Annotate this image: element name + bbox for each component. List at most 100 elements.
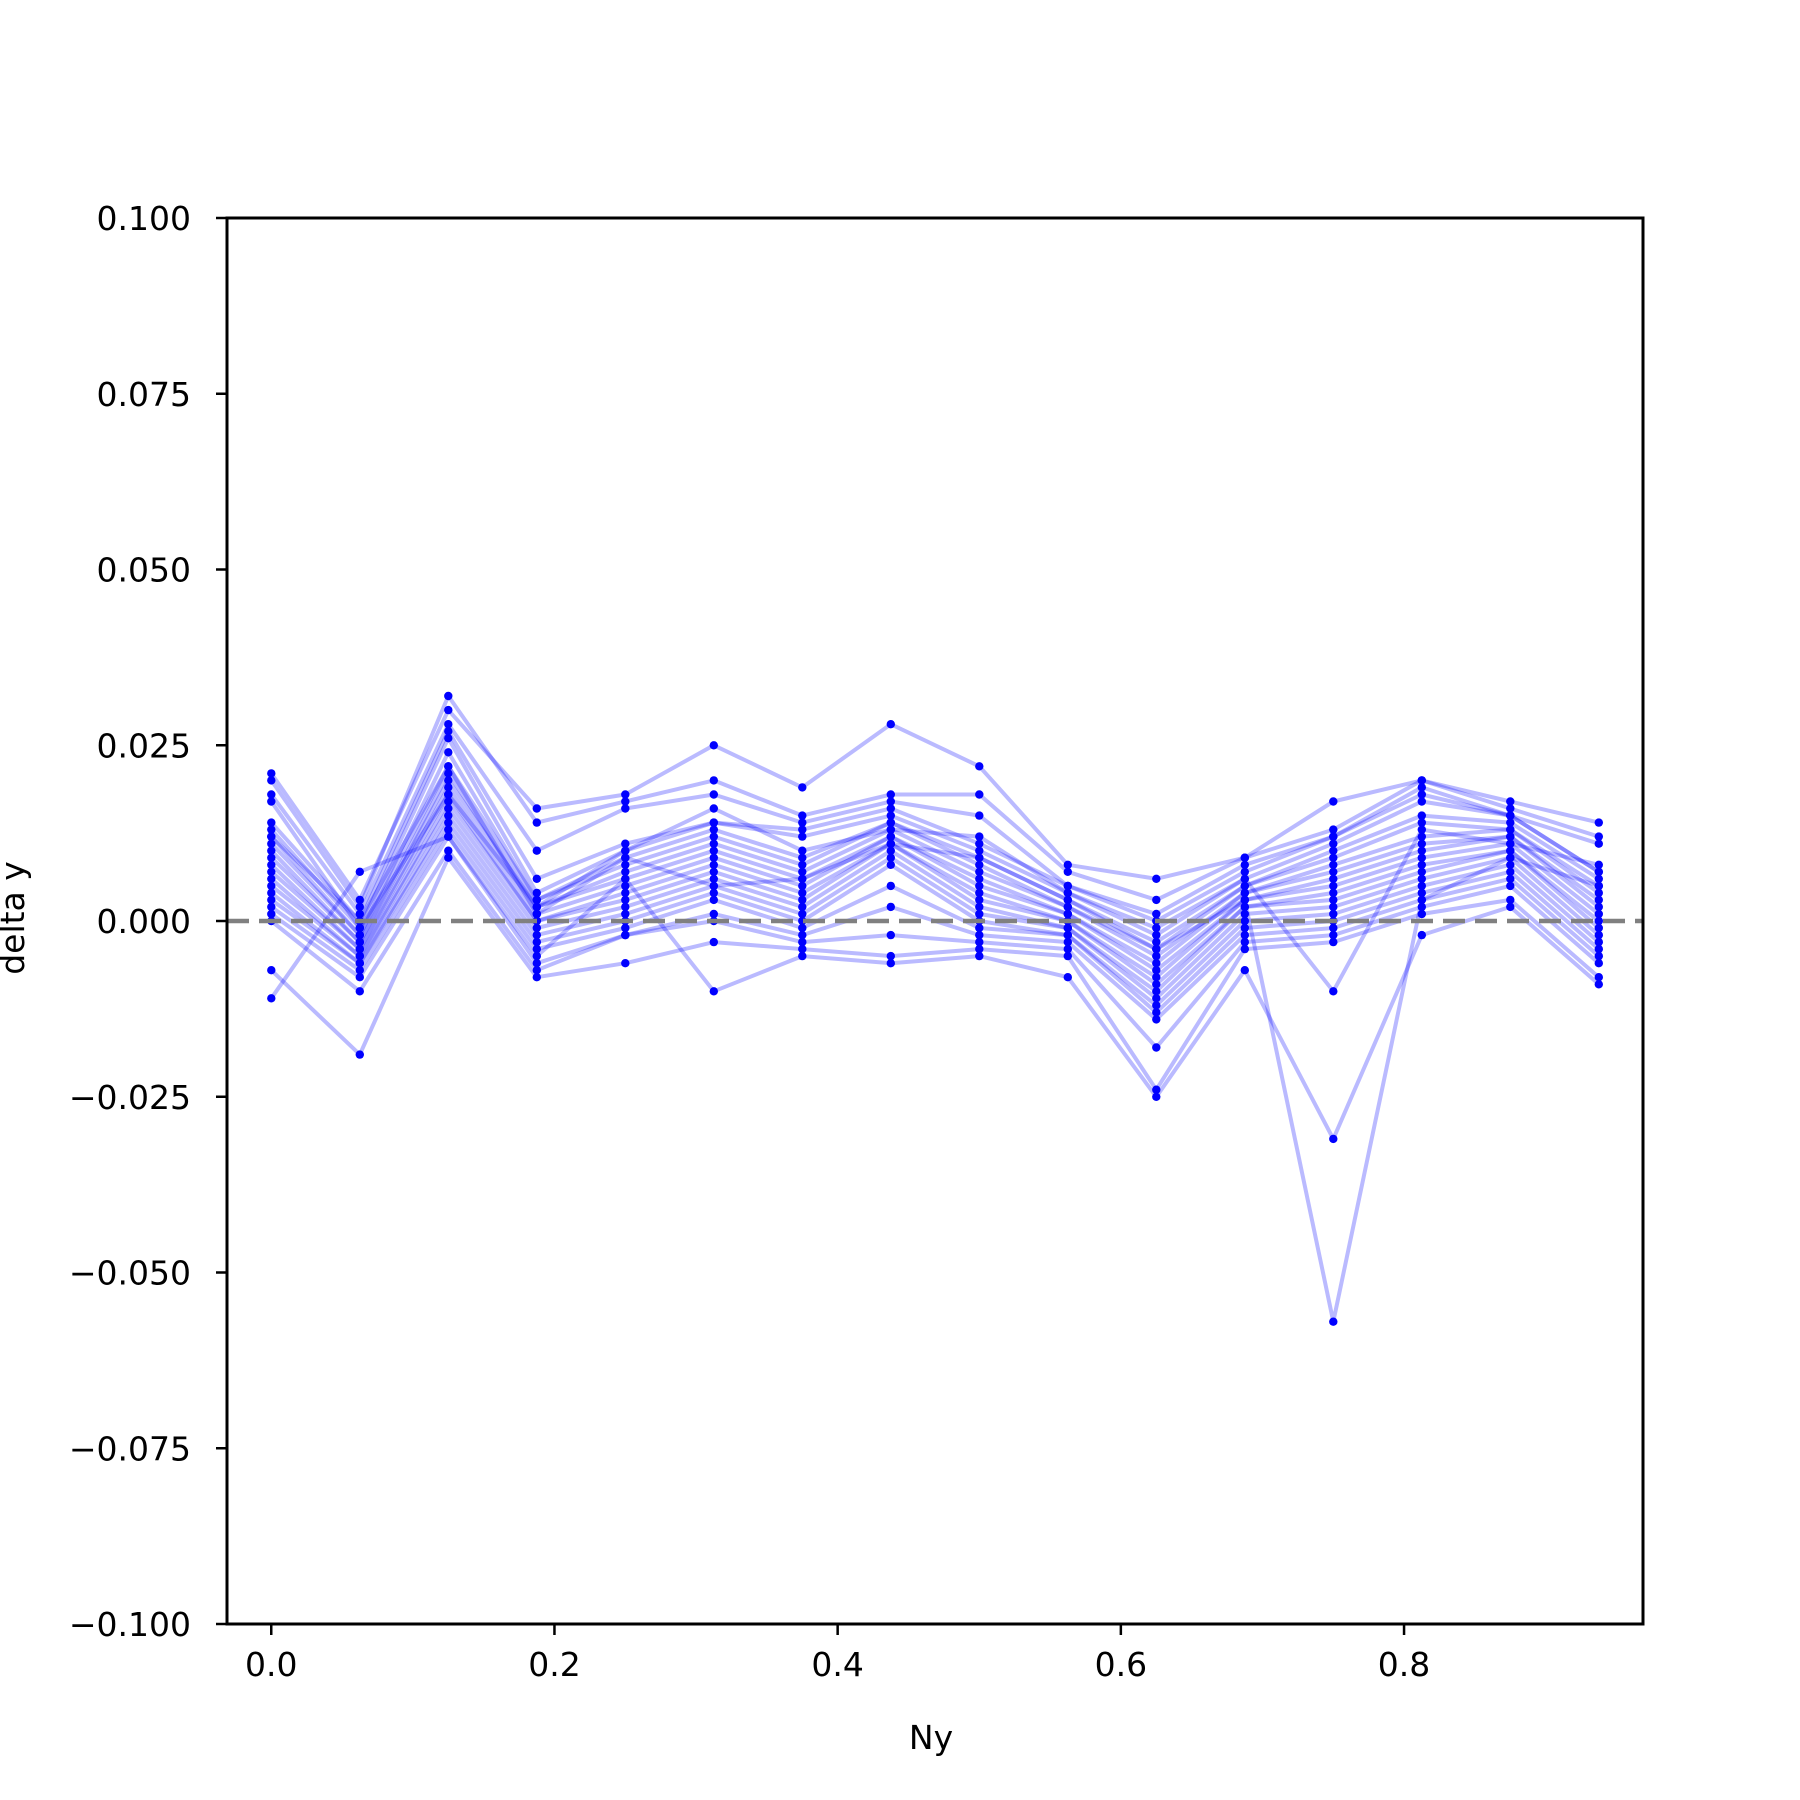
data-point [798,930,807,940]
data-point [886,930,895,940]
data-point [1063,973,1073,982]
data-point [621,839,630,848]
data-point [532,944,541,954]
data-point [975,790,984,799]
data-point [1329,846,1338,855]
data-point [1594,909,1604,919]
data-point [1506,818,1515,827]
data-point [1417,846,1427,855]
data-point [798,895,807,905]
data-point [1506,902,1515,912]
data-point [1417,839,1427,848]
axes-layer: 0.0 0.2 0.4 0.6 0.8 0.100 0.075 0.050 0.025 0.000… [69,199,1645,1684]
data-point [444,818,453,827]
data-point [444,832,453,841]
data-point [975,832,984,841]
data-point [886,811,895,820]
x-axis-label: Ny [909,1718,953,1757]
data-point [1240,860,1250,869]
data-point [798,951,807,961]
data-point [1506,846,1515,855]
data-point [798,923,807,933]
data-point [975,909,984,919]
data-point [1240,853,1250,862]
data-point [1506,839,1515,848]
data-point [267,902,276,912]
data-point [1152,951,1161,961]
x-tick-label: 0.2 [528,1645,580,1684]
data-point [1594,881,1604,891]
data-point [1240,874,1250,883]
data-point [1417,860,1427,869]
series-line [270,820,1601,1008]
data-point [1417,902,1427,912]
data-point [355,987,364,996]
data-point [1329,923,1338,933]
data-point [267,867,276,876]
data-point [1594,888,1604,898]
data-point [1329,895,1338,905]
y-tick-label: 0.075 [97,375,191,414]
data-point [1240,881,1250,891]
data-point [621,797,630,806]
data-point [267,790,276,799]
data-point [1152,1015,1161,1024]
data-point [267,853,276,862]
data-point [1417,832,1427,841]
data-point [886,790,895,799]
data-point [532,959,541,968]
data-point [1063,888,1073,898]
data-point [1152,895,1161,905]
data-point [1417,818,1427,827]
data-point [1152,930,1161,940]
series-line [269,708,1600,902]
data-point [1417,790,1427,799]
data-point [1152,1043,1161,1052]
data-point [975,951,984,961]
data-point [886,951,895,961]
data-point [621,853,630,862]
data-point [975,888,984,898]
data-point [1329,937,1338,947]
series-line [269,750,1600,945]
data-point [355,973,364,982]
data-point [355,951,364,961]
data-point [532,902,541,912]
y-tick-label: −0.100 [69,1605,191,1644]
data-point [709,790,718,799]
data-point [1152,966,1161,975]
data-point [621,888,630,898]
data-point [1329,987,1338,996]
data-point [886,860,895,869]
data-point [709,881,718,891]
data-point [1417,811,1427,820]
data-point [355,923,364,933]
data-point [267,839,276,848]
data-point [355,966,364,975]
y-tick-label: 0.050 [97,551,191,590]
data-point [975,944,984,954]
data-point [709,776,718,785]
data-point [798,881,807,891]
data-point [267,832,276,841]
data-point [798,811,807,820]
series-line [269,764,1600,1324]
data-point [709,909,718,919]
data-point [355,867,364,876]
data-point [1152,994,1161,1003]
data-point [532,966,541,975]
data-point [1152,944,1161,954]
data-point [355,930,364,940]
data-point [886,818,895,827]
data-point [621,790,630,799]
data-point [1329,825,1338,834]
data-point [1240,902,1250,912]
data-point [621,874,630,883]
series-line [269,722,1600,916]
data-point [886,797,895,806]
data-point [267,895,276,905]
x-tick-label: 0.8 [1378,1645,1430,1684]
data-point [1329,888,1338,898]
data-point [267,874,276,883]
